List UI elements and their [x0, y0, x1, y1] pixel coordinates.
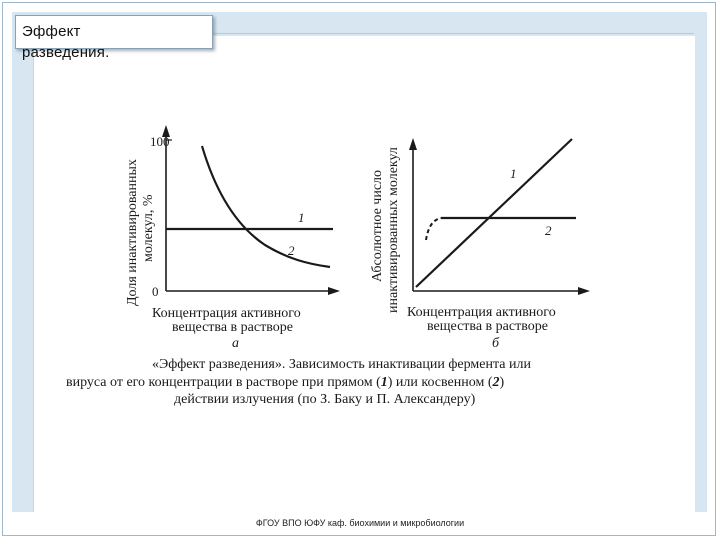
panel-b-x-arrow	[578, 287, 590, 295]
panel-b-y-label-2: инактивированных молекул	[386, 147, 401, 313]
caption-line-3: действии излучения (по З. Баку и П. Алек…	[174, 392, 476, 407]
panel-a: 100 0 1 2 Доля инактивированных молекул,…	[125, 125, 340, 351]
panel-b-curve-label-2: 2	[545, 223, 552, 238]
panel-a-curve-2	[200, 145, 331, 269]
panel-a-x-arrow	[328, 287, 340, 295]
panel-a-y-arrow	[162, 125, 170, 137]
caption-num-2: 2	[492, 374, 500, 390]
slide-title: Эффект разведения.	[22, 23, 110, 61]
panel-a-x-label-1: Концентрация активного	[152, 306, 301, 321]
caption-line-2-end: )	[499, 374, 505, 390]
title-rule	[213, 33, 694, 34]
panel-b-x-label-2: вещества в растворе	[427, 319, 548, 334]
panel-b-y-arrow	[409, 138, 417, 150]
panel-a-curve-label-2: 2	[288, 243, 295, 258]
panel-a-letter: а	[232, 336, 239, 351]
panel-a-tick-label-0: 0	[152, 284, 159, 299]
panel-b-y-label-1: Абсолютное число	[370, 170, 385, 282]
panel-a-y-label-1: Доля инактивированных	[125, 159, 140, 306]
panel-a-tick-label-100: 100	[150, 134, 170, 149]
caption-line-2: вируса от его концентрации в растворе пр…	[66, 374, 656, 392]
panel-b-x-label-1: Концентрация активного	[407, 305, 556, 320]
panel-b-curve-2-dashed	[425, 217, 442, 241]
panel-b-letter: б	[492, 336, 500, 351]
panel-a-y-label-2: молекул, %	[141, 194, 156, 262]
panel-b: 1 2 Абсолютное число инактивированных мо…	[370, 138, 590, 351]
caption-num-1: 1	[380, 374, 388, 390]
panel-b-curve-label-1: 1	[510, 166, 517, 181]
panel-a-x-label-2: вещества в растворе	[172, 320, 293, 335]
title-box	[15, 15, 213, 49]
panel-a-curve-label-1: 1	[298, 210, 305, 225]
panel-b-curve-1	[415, 138, 573, 288]
caption-line-1: «Эффект разведения». Зависимость инактив…	[152, 357, 531, 372]
figure-caption: «Эффект разведения». Зависимость инактив…	[66, 356, 656, 409]
content-panel	[33, 36, 695, 512]
caption-line-2-start: вируса от его концентрации в растворе пр…	[66, 374, 381, 390]
caption-line-2-mid: ) или косвенном (	[387, 374, 493, 390]
slide-footer: ФГОУ ВПО ЮФУ каф. биохимии и микробиолог…	[255, 518, 465, 528]
